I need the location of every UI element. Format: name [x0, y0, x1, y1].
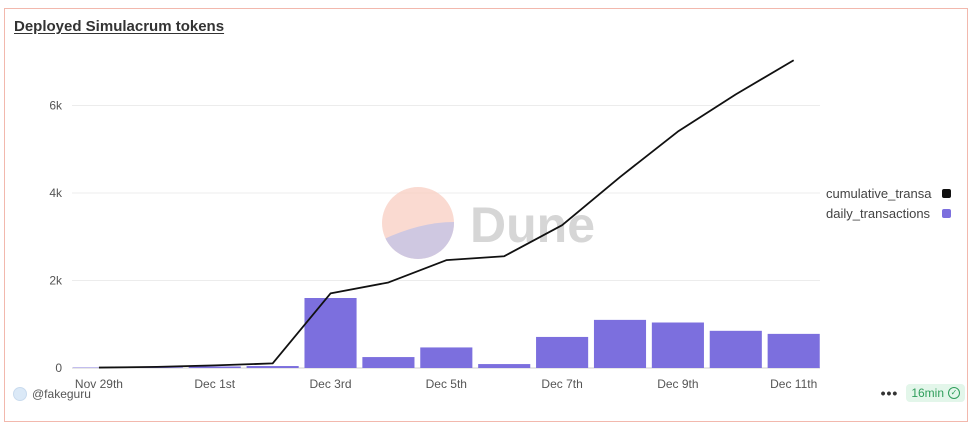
check-circle-icon: ✓: [948, 387, 960, 399]
footer-actions: ••• 16min ✓: [881, 384, 965, 402]
legend-swatch-cumulative: [942, 188, 951, 198]
bar[interactable]: [246, 366, 299, 368]
dune-watermark: Dune: [382, 187, 595, 259]
y-tick-label: 6k: [49, 99, 63, 113]
more-options-icon[interactable]: •••: [880, 385, 899, 401]
author-name: @fakeguru: [32, 387, 91, 401]
x-tick-label: Dec 5th: [426, 377, 467, 391]
bar[interactable]: [362, 357, 415, 368]
chart-card: Deployed Simulacrum tokens: [4, 8, 968, 422]
refresh-time: 16min: [911, 386, 944, 400]
legend-label-cumulative: cumulative_transa: [826, 185, 932, 201]
watermark-text: Dune: [470, 197, 595, 253]
cumulative-line-path[interactable]: [98, 59, 795, 369]
x-tick-label: Nov 29th: [75, 377, 123, 391]
y-tick-label: 0: [55, 361, 62, 375]
refresh-badge[interactable]: 16min ✓: [906, 384, 965, 402]
bar[interactable]: [709, 330, 762, 368]
legend: cumulative_transa daily_transactions: [826, 183, 951, 223]
bar[interactable]: [304, 298, 357, 368]
bar[interactable]: [593, 319, 647, 368]
bar[interactable]: [536, 336, 589, 368]
bar[interactable]: [651, 322, 704, 369]
x-axis: Nov 29th Dec 1st Dec 3rd Dec 5th Dec 7th Dec …: [75, 377, 817, 391]
daily-transactions-bars: [72, 298, 820, 369]
legend-label-daily: daily_transactions: [826, 205, 931, 221]
x-tick-label: Dec 3rd: [310, 377, 352, 391]
bar[interactable]: [767, 333, 820, 368]
legend-item-cumulative[interactable]: cumulative_transa: [826, 183, 951, 203]
x-tick-label: Dec 9th: [657, 377, 698, 391]
x-tick-label: Dec 1st: [194, 377, 235, 391]
bar[interactable]: [478, 364, 531, 368]
legend-swatch-daily: [942, 208, 951, 218]
bar[interactable]: [420, 347, 473, 368]
cumulative-line: [98, 59, 795, 369]
y-axis: 0 2k 4k 6k: [49, 99, 63, 376]
bar[interactable]: [188, 366, 241, 368]
y-tick-label: 4k: [49, 186, 63, 200]
legend-item-daily[interactable]: daily_transactions: [826, 203, 951, 223]
y-tick-label: 2k: [49, 274, 63, 288]
chart-title[interactable]: Deployed Simulacrum tokens: [14, 18, 225, 35]
author-link[interactable]: @fakeguru: [13, 387, 91, 401]
x-tick-label: Dec 7th: [541, 377, 582, 391]
avatar: [13, 387, 27, 401]
x-tick-label: Dec 11th: [770, 377, 817, 391]
